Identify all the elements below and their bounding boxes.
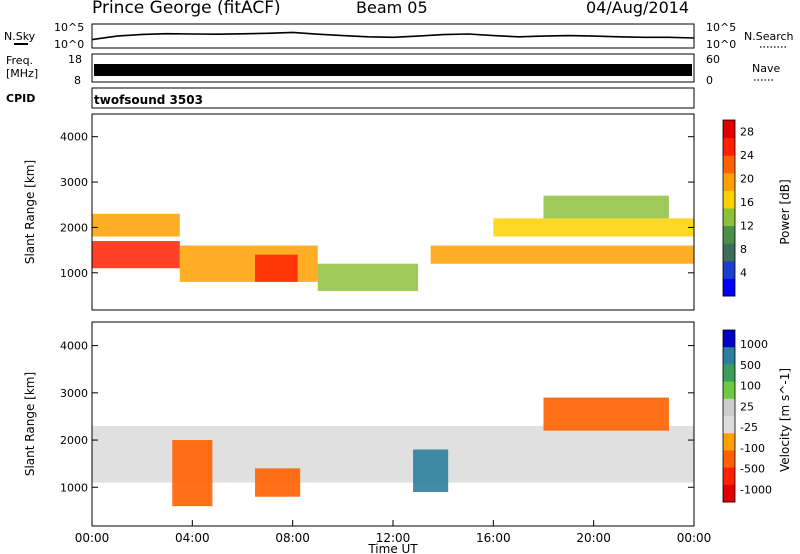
cpid-strip: twofsound 3503 [91,87,695,109]
y-tick-label: 4000 [60,340,88,353]
nsky-tick-bottom: 10^0 [54,38,84,51]
power-cbar-tick: 24 [740,149,754,162]
velocity-cbar-tick: -1000 [740,484,772,497]
power-cbar-segment [723,190,735,209]
power-echo-region [92,241,180,269]
y-tick-label: 2000 [60,434,88,447]
velocity-echo-region [413,449,449,492]
nave-tick-top: 60 [706,53,720,66]
power-cbar-segment [723,120,735,139]
x-tick-label: 00:00 [677,531,712,545]
x-tick-label: 00:00 [75,531,110,545]
nsearch-label: N.Search [744,30,794,43]
freq-tick-bottom: 8 [74,74,81,87]
velocity-cbar-segment [723,416,735,434]
velocity-cbar-tick: -100 [740,442,765,455]
velocity-cbar-tick: 100 [740,380,761,393]
velocity-cbar-tick: 1000 [740,338,768,351]
velocity-ylabel: Slant Range [km] [23,372,37,476]
power-echo-region [543,195,669,219]
velocity-cbar-tick: 500 [740,359,761,372]
power-echo-region [92,213,180,237]
station-title: Prince George (fitACF) [92,0,281,18]
x-tick-label: 04:00 [175,531,210,545]
power-cbar-tick: 28 [740,126,754,139]
y-tick-label: 2000 [60,221,88,234]
freq-label: Freq. [6,54,33,67]
x-tick-label: 08:00 [275,531,310,545]
nsky-tick-top: 10^5 [54,21,84,34]
velocity-echo-region [172,440,213,507]
noise-strip: N.Sky 10^5 10^0 10^5 10^0 N.Search [4,21,794,51]
velocity-cbar-tick: -25 [740,421,758,434]
velocity-cbar-segment [723,450,735,469]
power-cbar-segment [723,208,735,227]
noise-line [91,31,695,41]
nave-label: Nave [752,62,780,75]
y-tick-label: 1000 [60,267,88,280]
velocity-cbar-segment [723,347,735,365]
velocity-cbar-segment [723,467,735,486]
velocity-cbar-tick: -500 [740,463,765,476]
nsky-right-tick-top: 10^5 [706,21,736,34]
y-tick-label: 3000 [60,176,88,189]
power-cbar-tick: 8 [740,243,747,256]
freq-tick-top: 18 [68,53,82,66]
power-cbar-tick: 16 [740,196,754,209]
nsky-label: N.Sky [4,30,36,43]
velocity-cbar-label: Velocity [m s^-1] [778,368,792,472]
beam-label: Beam 05 [356,0,428,17]
power-cbar-segment [723,243,735,262]
y-tick-label: 4000 [60,131,88,144]
velocity-cbar-segment [723,330,735,348]
nsky-right-tick-bottom: 10^0 [706,38,736,51]
time-xlabel: Time UT [367,542,418,554]
velocity-cbar-segment [723,364,735,383]
power-cbar-segment [723,172,735,191]
power-cbar-segment [723,155,735,174]
power-cbar-segment [723,137,735,156]
power-cbar-segment [723,278,735,297]
power-panel: 1000 2000 3000 4000 Slant Range [km] [23,113,695,311]
power-cbar-tick: 20 [740,173,754,186]
power-echo-region [255,254,298,282]
date-label: 04/Aug/2014 [586,0,689,17]
velocity-panel: 1000 2000 3000 4000 00:00 04:00 08:00 12:00 16:… [23,321,712,554]
power-echo-region [493,218,694,237]
power-cbar-segment [723,260,735,279]
y-tick-label: 1000 [60,481,88,494]
x-tick-label: 20:00 [576,531,611,545]
velocity-cbar-segment [723,484,735,503]
power-ylabel: Slant Range [km] [23,160,37,264]
cpid-label: CPID [6,92,35,105]
cpid-value: twofsound 3503 [94,93,203,107]
power-echo-region [430,245,694,264]
velocity-colorbar: 1000 500 100 25 -25 -100 -500 -1000 Velocity [m… [722,329,792,503]
velocity-cbar-tick: 25 [740,400,754,413]
freq-unit: [MHz] [6,67,38,80]
power-echo-region [317,263,419,291]
velocity-echo-region [543,397,669,431]
velocity-echo-region [255,468,301,497]
x-tick-label: 12:00 [376,531,411,545]
y-tick-label: 3000 [60,387,88,400]
velocity-cbar-segment [723,381,735,400]
freq-strip: Freq. [MHz] 18 8 60 0 Nave [6,53,780,87]
power-cbar-tick: 4 [740,267,747,280]
velocity-cbar-segment [723,433,735,451]
x-tick-label: 16:00 [476,531,511,545]
velocity-cbar-segment [723,398,735,417]
power-cbar-label: Power [dB] [778,179,792,244]
power-cbar-segment [723,225,735,244]
nave-tick-bottom: 0 [706,74,713,87]
power-cbar-tick: 12 [740,220,754,233]
power-colorbar: 4 8 12 16 20 24 28 Power [dB] [722,119,792,297]
